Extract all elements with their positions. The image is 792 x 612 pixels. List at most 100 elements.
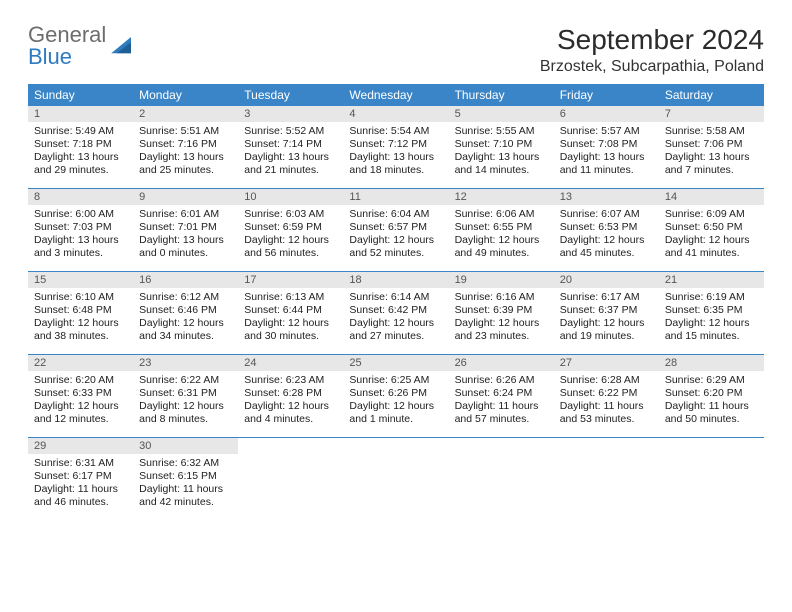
daylight-line: Daylight: 11 hours and 42 minutes.	[139, 483, 232, 509]
day-cell	[449, 438, 554, 520]
daylight-line: Daylight: 12 hours and 12 minutes.	[34, 400, 127, 426]
day-number: 3	[238, 106, 343, 122]
sunset-line: Sunset: 6:28 PM	[244, 387, 337, 400]
sunrise-line: Sunrise: 6:10 AM	[34, 291, 127, 304]
day-cell: 12Sunrise: 6:06 AMSunset: 6:55 PMDayligh…	[449, 189, 554, 271]
day-body: Sunrise: 6:28 AMSunset: 6:22 PMDaylight:…	[554, 371, 659, 432]
sunrise-line: Sunrise: 6:00 AM	[34, 208, 127, 221]
day-number: 19	[449, 272, 554, 288]
sunset-line: Sunset: 7:06 PM	[665, 138, 758, 151]
logo-text-blue: Blue	[28, 44, 72, 69]
day-body: Sunrise: 6:09 AMSunset: 6:50 PMDaylight:…	[659, 205, 764, 266]
day-number: 4	[343, 106, 448, 122]
day-body: Sunrise: 6:16 AMSunset: 6:39 PMDaylight:…	[449, 288, 554, 349]
day-number: 10	[238, 189, 343, 205]
day-number: 28	[659, 355, 764, 371]
day-number: 18	[343, 272, 448, 288]
daylight-line: Daylight: 13 hours and 7 minutes.	[665, 151, 758, 177]
sunset-line: Sunset: 7:03 PM	[34, 221, 127, 234]
sunrise-line: Sunrise: 6:20 AM	[34, 374, 127, 387]
daylight-line: Daylight: 13 hours and 14 minutes.	[455, 151, 548, 177]
day-cell: 25Sunrise: 6:25 AMSunset: 6:26 PMDayligh…	[343, 355, 448, 437]
weeks-container: 1Sunrise: 5:49 AMSunset: 7:18 PMDaylight…	[28, 106, 764, 520]
day-cell: 6Sunrise: 5:57 AMSunset: 7:08 PMDaylight…	[554, 106, 659, 188]
day-cell: 11Sunrise: 6:04 AMSunset: 6:57 PMDayligh…	[343, 189, 448, 271]
week-row: 1Sunrise: 5:49 AMSunset: 7:18 PMDaylight…	[28, 106, 764, 189]
day-number: 26	[449, 355, 554, 371]
daylight-line: Daylight: 13 hours and 25 minutes.	[139, 151, 232, 177]
daylight-line: Daylight: 12 hours and 4 minutes.	[244, 400, 337, 426]
sunset-line: Sunset: 6:35 PM	[665, 304, 758, 317]
day-cell: 20Sunrise: 6:17 AMSunset: 6:37 PMDayligh…	[554, 272, 659, 354]
daylight-line: Daylight: 12 hours and 30 minutes.	[244, 317, 337, 343]
logo: General Blue	[28, 24, 133, 68]
sunset-line: Sunset: 6:44 PM	[244, 304, 337, 317]
daylight-line: Daylight: 12 hours and 19 minutes.	[560, 317, 653, 343]
daylight-line: Daylight: 12 hours and 34 minutes.	[139, 317, 232, 343]
sunset-line: Sunset: 7:16 PM	[139, 138, 232, 151]
day-number: 24	[238, 355, 343, 371]
sunset-line: Sunset: 7:01 PM	[139, 221, 232, 234]
sunrise-line: Sunrise: 6:22 AM	[139, 374, 232, 387]
sunset-line: Sunset: 6:15 PM	[139, 470, 232, 483]
dow-cell: Tuesday	[238, 84, 343, 106]
day-cell: 13Sunrise: 6:07 AMSunset: 6:53 PMDayligh…	[554, 189, 659, 271]
day-body: Sunrise: 5:52 AMSunset: 7:14 PMDaylight:…	[238, 122, 343, 183]
daylight-line: Daylight: 12 hours and 8 minutes.	[139, 400, 232, 426]
day-number: 1	[28, 106, 133, 122]
day-cell: 16Sunrise: 6:12 AMSunset: 6:46 PMDayligh…	[133, 272, 238, 354]
sunrise-line: Sunrise: 5:57 AM	[560, 125, 653, 138]
day-cell: 23Sunrise: 6:22 AMSunset: 6:31 PMDayligh…	[133, 355, 238, 437]
day-body: Sunrise: 5:58 AMSunset: 7:06 PMDaylight:…	[659, 122, 764, 183]
sunrise-line: Sunrise: 6:13 AM	[244, 291, 337, 304]
daylight-line: Daylight: 13 hours and 3 minutes.	[34, 234, 127, 260]
day-cell: 7Sunrise: 5:58 AMSunset: 7:06 PMDaylight…	[659, 106, 764, 188]
sunset-line: Sunset: 7:18 PM	[34, 138, 127, 151]
day-cell: 27Sunrise: 6:28 AMSunset: 6:22 PMDayligh…	[554, 355, 659, 437]
daylight-line: Daylight: 12 hours and 15 minutes.	[665, 317, 758, 343]
day-number: 8	[28, 189, 133, 205]
sunset-line: Sunset: 6:59 PM	[244, 221, 337, 234]
day-cell: 26Sunrise: 6:26 AMSunset: 6:24 PMDayligh…	[449, 355, 554, 437]
day-body: Sunrise: 6:29 AMSunset: 6:20 PMDaylight:…	[659, 371, 764, 432]
sunrise-line: Sunrise: 6:29 AM	[665, 374, 758, 387]
day-number: 22	[28, 355, 133, 371]
day-cell: 29Sunrise: 6:31 AMSunset: 6:17 PMDayligh…	[28, 438, 133, 520]
sunrise-line: Sunrise: 6:03 AM	[244, 208, 337, 221]
day-number: 2	[133, 106, 238, 122]
sunrise-line: Sunrise: 6:19 AM	[665, 291, 758, 304]
sunrise-line: Sunrise: 6:31 AM	[34, 457, 127, 470]
day-cell: 30Sunrise: 6:32 AMSunset: 6:15 PMDayligh…	[133, 438, 238, 520]
day-body: Sunrise: 6:12 AMSunset: 6:46 PMDaylight:…	[133, 288, 238, 349]
day-body: Sunrise: 5:55 AMSunset: 7:10 PMDaylight:…	[449, 122, 554, 183]
day-cell: 5Sunrise: 5:55 AMSunset: 7:10 PMDaylight…	[449, 106, 554, 188]
day-number: 16	[133, 272, 238, 288]
day-number: 14	[659, 189, 764, 205]
dow-cell: Wednesday	[343, 84, 448, 106]
day-body: Sunrise: 6:31 AMSunset: 6:17 PMDaylight:…	[28, 454, 133, 515]
day-number: 17	[238, 272, 343, 288]
location: Brzostek, Subcarpathia, Poland	[540, 58, 764, 76]
day-body: Sunrise: 6:23 AMSunset: 6:28 PMDaylight:…	[238, 371, 343, 432]
day-cell: 21Sunrise: 6:19 AMSunset: 6:35 PMDayligh…	[659, 272, 764, 354]
day-cell: 18Sunrise: 6:14 AMSunset: 6:42 PMDayligh…	[343, 272, 448, 354]
dow-cell: Saturday	[659, 84, 764, 106]
sunrise-line: Sunrise: 6:25 AM	[349, 374, 442, 387]
sunset-line: Sunset: 6:22 PM	[560, 387, 653, 400]
daylight-line: Daylight: 12 hours and 45 minutes.	[560, 234, 653, 260]
daylight-line: Daylight: 12 hours and 23 minutes.	[455, 317, 548, 343]
day-number: 11	[343, 189, 448, 205]
sunset-line: Sunset: 6:33 PM	[34, 387, 127, 400]
day-cell: 4Sunrise: 5:54 AMSunset: 7:12 PMDaylight…	[343, 106, 448, 188]
sunrise-line: Sunrise: 6:23 AM	[244, 374, 337, 387]
sunrise-line: Sunrise: 6:09 AM	[665, 208, 758, 221]
daylight-line: Daylight: 13 hours and 0 minutes.	[139, 234, 232, 260]
sunrise-line: Sunrise: 6:16 AM	[455, 291, 548, 304]
day-body: Sunrise: 6:22 AMSunset: 6:31 PMDaylight:…	[133, 371, 238, 432]
day-body: Sunrise: 6:00 AMSunset: 7:03 PMDaylight:…	[28, 205, 133, 266]
day-body: Sunrise: 6:19 AMSunset: 6:35 PMDaylight:…	[659, 288, 764, 349]
dow-cell: Monday	[133, 84, 238, 106]
day-body: Sunrise: 6:13 AMSunset: 6:44 PMDaylight:…	[238, 288, 343, 349]
day-body: Sunrise: 5:57 AMSunset: 7:08 PMDaylight:…	[554, 122, 659, 183]
sunrise-line: Sunrise: 5:54 AM	[349, 125, 442, 138]
